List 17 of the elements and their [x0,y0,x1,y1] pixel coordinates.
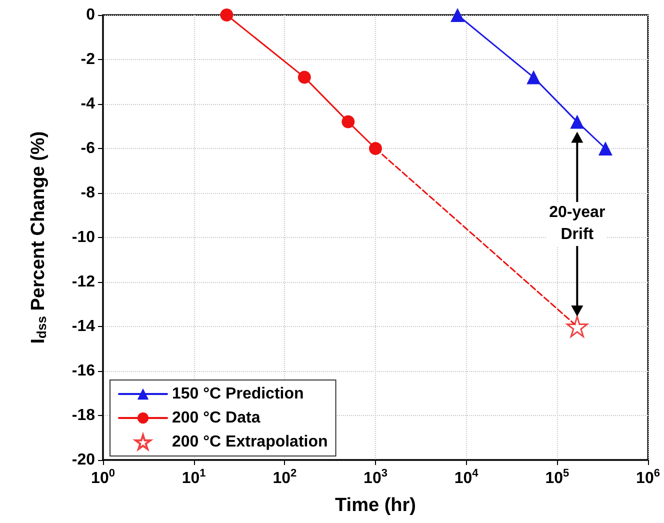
y-tick-label: -4 [80,96,96,112]
y-axis-title: Idss Percent Change (%) [28,131,49,344]
y-tick-label: -2 [80,51,96,68]
x-axis-title: Time (hr) [335,495,416,516]
y-tick-label: -18 [72,407,96,424]
legend-label: 200 °C Data [172,410,260,426]
y-tick-label: -8 [80,184,96,202]
legend-label: 200 °C Extrapolation [172,434,328,450]
y-tick-label: -12 [72,274,96,290]
y-tick-label: -10 [72,229,96,246]
y-tick-label: -16 [72,362,96,380]
y-tick-label: -20 [72,452,96,468]
y-tick-label: -14 [72,318,96,335]
y-tick-label: -6 [80,140,96,157]
y-tick-label: 0 [86,6,96,24]
legend-label: 150 °C Prediction [172,386,304,402]
annotation: 20-year Drift [547,202,608,246]
